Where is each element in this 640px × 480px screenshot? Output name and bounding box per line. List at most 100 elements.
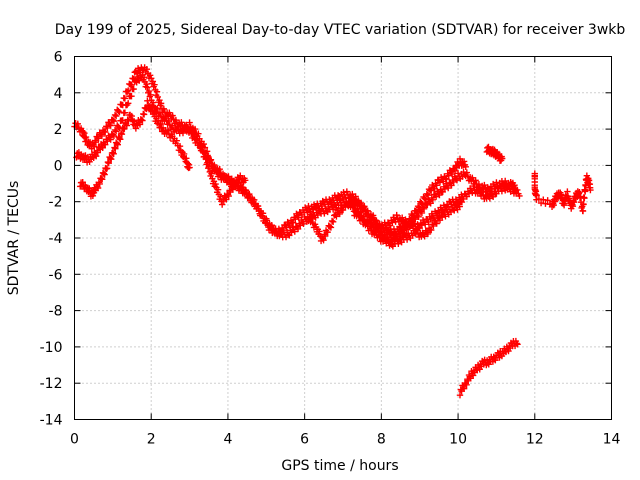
data-point [107,136,114,143]
data-point [259,210,267,217]
data-point [418,209,426,217]
y-tick-label: -10 [40,340,63,356]
data-point [363,218,370,226]
data-point [263,215,270,222]
data-point [110,117,118,125]
data-point [311,204,319,211]
data-point [412,216,419,223]
data-point [516,192,523,200]
data-point [285,231,292,238]
data-point [581,194,588,202]
data-point [116,134,123,142]
data-point [460,158,468,165]
data-point [169,112,176,119]
y-tick-label: -6 [49,267,63,283]
data-point [587,186,594,194]
data-point [254,202,261,210]
data-point [174,123,181,131]
data-point [366,222,374,230]
data-point [430,222,437,230]
data-point [101,141,109,148]
data-point [117,136,124,143]
data-point [101,171,108,178]
data-point [98,176,106,183]
data-point [581,188,589,195]
data-point [489,193,497,201]
data-point [105,160,112,167]
data-point [160,105,168,113]
data-point [415,213,422,220]
data-point [218,201,226,208]
data-point [414,203,422,210]
data-point [508,182,515,190]
data-point [398,214,406,221]
y-tick-label: -2 [49,195,63,211]
data-point [268,222,275,229]
data-point [92,152,100,160]
data-point [383,224,391,231]
data-point [450,178,457,186]
y-tick-label: 2 [54,122,63,138]
data-point [201,150,209,157]
data-point [107,154,114,162]
data-point [225,192,232,200]
data-point [110,150,117,157]
data-point [396,235,403,243]
data-point [334,192,342,199]
data-point [514,186,521,194]
data-point [433,182,440,189]
data-point [241,177,249,184]
data-point [423,190,431,197]
data-point [570,198,578,206]
data-point [205,163,213,170]
y-axis-label: SDTVAR / TECUs [6,181,22,296]
data-point [180,150,188,158]
data-point [505,182,512,189]
data-point [168,122,176,129]
series-track-d [186,124,249,208]
series-track-e [305,182,523,245]
data-point [355,197,362,204]
data-point [328,217,336,225]
data-point [393,211,400,219]
data-point [331,201,338,208]
data-point [151,81,158,88]
data-point [125,87,132,94]
data-point [315,207,323,214]
series-track-c [77,97,193,200]
data-point [128,112,135,120]
data-point [577,193,584,200]
data-point [475,180,483,188]
data-point [147,91,154,99]
data-point [186,164,193,171]
data-point [123,122,131,129]
data-point [140,73,148,81]
data-point [94,184,102,192]
data-point [194,136,201,144]
data-point [116,108,123,116]
data-point [420,205,428,213]
data-point [115,123,122,130]
data-point [178,119,185,126]
data-point [402,216,409,223]
data-point [421,221,429,228]
data-point [498,155,506,162]
data-point [314,211,321,219]
data-point [475,186,483,194]
data-point [114,141,121,148]
chart-title: Day 199 of 2025, Sidereal Day-to-day VTE… [55,22,626,38]
data-point [472,177,479,184]
data-point [104,124,111,132]
data-point [157,100,165,107]
data-point [333,213,340,220]
data-point [498,187,506,195]
data-point [481,181,488,189]
data-point [319,197,326,205]
data-point [294,225,302,233]
data-point [463,169,471,176]
data-point [462,163,469,171]
data-point [149,78,157,85]
data-point [308,215,315,223]
data-point [202,155,209,163]
data-point [456,391,464,399]
